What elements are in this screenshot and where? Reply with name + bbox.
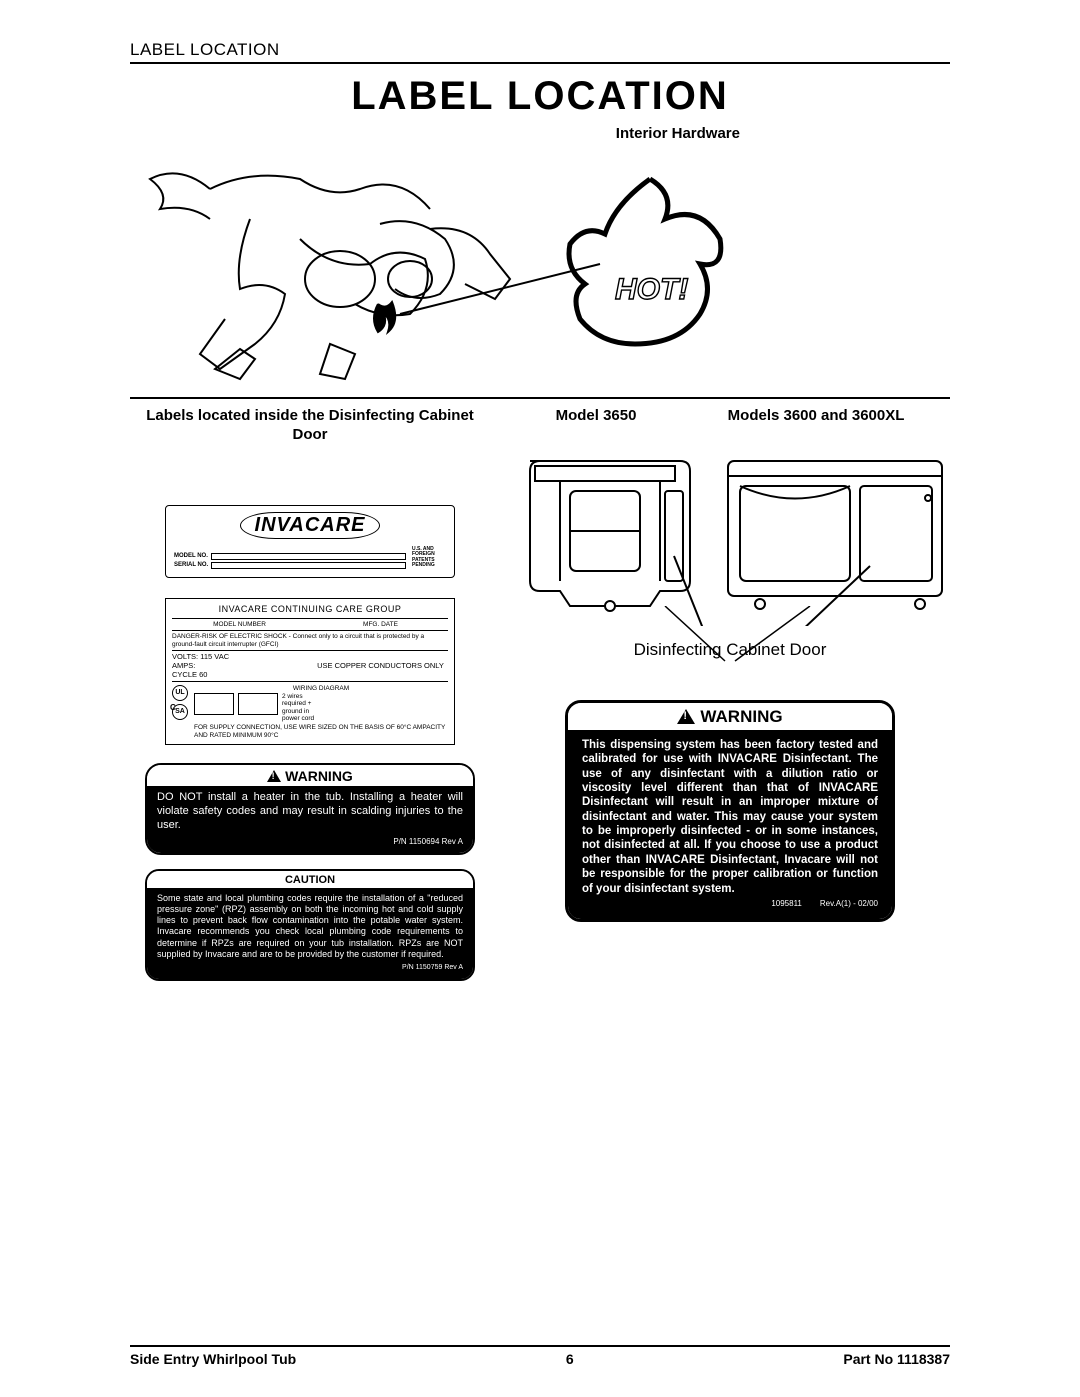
- interior-hardware-diagram: Interior Hardware: [130, 129, 950, 389]
- leader-lines: [510, 606, 950, 666]
- models-3600-heading: Models 3600 and 3600XL: [728, 407, 905, 426]
- danger-text: DANGER-RISK OF ELECTRIC SHOCK - Connect …: [172, 633, 448, 648]
- hot-label: HOT!: [615, 273, 688, 306]
- model-number-head: MODEL NUMBER: [172, 621, 307, 628]
- warning-head: WARNING: [285, 768, 353, 784]
- rpz-caution-label: CAUTION Some state and local plumbing co…: [145, 869, 475, 981]
- page-title: LABEL LOCATION: [130, 74, 950, 119]
- patents-pending-text: U.S. AND FOREIGN PATENTS PENDING: [412, 547, 446, 569]
- header-rule: [130, 62, 950, 64]
- interior-hardware-heading: Interior Hardware: [616, 125, 740, 142]
- tub-illustrations: [510, 436, 950, 626]
- model-no-label: MODEL NO.: [174, 553, 208, 559]
- warning-triangle-icon: [267, 770, 281, 782]
- page-number: 6: [566, 1351, 574, 1367]
- caution-head: CAUTION: [147, 871, 473, 888]
- invacare-logo: INVACARE: [240, 512, 381, 539]
- warning-triangle-icon: [677, 709, 695, 724]
- big-warning-body: This dispensing system has been factory …: [582, 739, 878, 895]
- supply-conn-text: FOR SUPPLY CONNECTION, USE WIRE SIZED ON…: [194, 724, 448, 739]
- section-header: LABEL LOCATION: [130, 40, 950, 60]
- wiring-diagram-box: [238, 693, 278, 715]
- disinfectant-warning-label: WARNING This dispensing system has been …: [565, 700, 895, 922]
- ul-mark-icon: UL: [172, 685, 188, 701]
- csa-mark-icon: SAC: [172, 704, 188, 720]
- left-column-heading: Labels located inside the Disinfecting C…: [130, 407, 490, 445]
- wiring-note: 2 wires required + ground in power cord: [282, 693, 324, 723]
- tub-3600-icon: [720, 436, 950, 626]
- caution-pn: P/N 1150759 Rev A: [157, 964, 463, 973]
- spec-title: INVACARE CONTINUING CARE GROUP: [172, 604, 448, 614]
- caution-body: Some state and local plumbing codes requ…: [157, 893, 463, 959]
- wiring-diagram-box: [194, 693, 234, 715]
- big-warning-pn-right: Rev.A(1) - 02/00: [820, 899, 878, 909]
- cycle-text: CYCLE 60: [172, 671, 307, 680]
- copper-text: USE COPPER CONDUCTORS ONLY: [313, 662, 448, 671]
- mfg-date-head: MFG. DATE: [313, 621, 448, 628]
- model-3650-heading: Model 3650: [556, 407, 637, 426]
- tub-3650-icon: [510, 436, 710, 626]
- electrical-spec-label: INVACARE CONTINUING CARE GROUP MODEL NUM…: [165, 598, 455, 746]
- big-warning-pn-left: 1095811: [771, 899, 802, 909]
- wiring-diagram-label: WIRING DIAGRAM: [194, 685, 448, 692]
- mid-rule: [130, 397, 950, 399]
- big-warning-head: WARNING: [700, 707, 782, 726]
- warning-body: DO NOT install a heater in the tub. Inst…: [157, 791, 463, 831]
- footer-product: Side Entry Whirlpool Tub: [130, 1351, 296, 1367]
- warning-pn: P/N 1150694 Rev A: [157, 837, 463, 847]
- invacare-nameplate-label: INVACARE MODEL NO. SERIAL NO. U.S. AND F: [165, 505, 455, 578]
- serial-no-label: SERIAL NO.: [174, 562, 208, 568]
- footer-part-no: Part No 1118387: [843, 1351, 950, 1367]
- heater-warning-label: WARNING DO NOT install a heater in the t…: [145, 763, 475, 854]
